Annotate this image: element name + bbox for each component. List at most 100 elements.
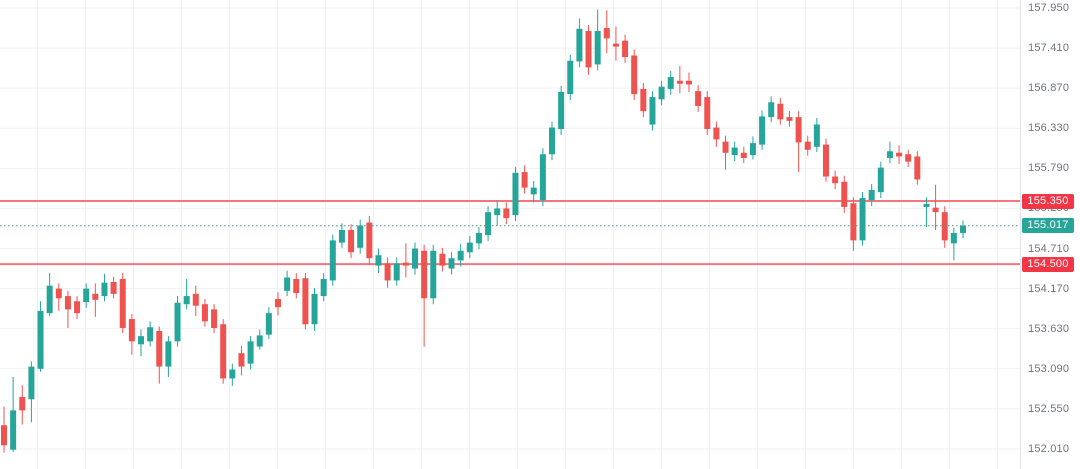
candle-body (274, 299, 281, 308)
candle (521, 165, 528, 194)
candle (366, 215, 373, 265)
candle (676, 65, 683, 94)
candle (594, 9, 601, 71)
candle-body (384, 263, 391, 281)
candle-body (841, 181, 848, 207)
candle (411, 242, 418, 275)
price-axis-tick: 157.410 (1028, 42, 1070, 55)
candle-body (165, 341, 172, 367)
candle (302, 273, 309, 330)
candle (256, 329, 263, 350)
candle-body (211, 309, 218, 328)
price-axis[interactable]: 155.350 154.500 155.017 157.950 157.410 15… (1020, 0, 1080, 469)
candle-body (430, 250, 437, 299)
candle (759, 110, 766, 150)
candle (110, 276, 117, 299)
candle-body (74, 301, 81, 314)
candle-body (46, 285, 53, 314)
candle (685, 72, 692, 92)
candle (46, 273, 53, 317)
candle-body (713, 127, 720, 140)
candle-body (375, 255, 382, 266)
candle-body (220, 324, 227, 379)
candle (585, 25, 592, 75)
candle-body (238, 353, 245, 367)
candle (247, 336, 254, 370)
candle (859, 192, 866, 246)
candle-body (585, 31, 592, 68)
candle-body (914, 156, 921, 180)
candle-body (539, 154, 546, 201)
candle-body (101, 282, 108, 297)
alert-price-badge-upper[interactable]: 155.350 (1022, 193, 1074, 209)
candle (10, 376, 17, 452)
candle (950, 227, 957, 261)
candle-body (594, 31, 601, 65)
candle-body (521, 172, 528, 188)
candle (375, 248, 382, 274)
candle (841, 175, 848, 213)
candle (494, 200, 501, 226)
candle (786, 111, 793, 127)
candle (402, 243, 409, 278)
candle (695, 85, 702, 112)
candle (539, 148, 546, 207)
candle (914, 151, 921, 185)
candle-body (749, 143, 756, 155)
candle (265, 307, 272, 340)
candle-body (201, 304, 208, 322)
candle (667, 71, 674, 95)
candle (274, 292, 281, 316)
candle (156, 326, 163, 384)
candle-body (859, 198, 866, 241)
candle-body (786, 117, 793, 121)
candle (777, 97, 784, 125)
candle-body (923, 203, 930, 207)
candle-body (302, 278, 309, 325)
candle-body (448, 258, 455, 269)
price-axis-tick: 153.630 (1028, 322, 1070, 335)
candle-body (92, 293, 99, 300)
price-axis-tick: 156.870 (1028, 82, 1070, 95)
candle (941, 206, 948, 248)
candle-body (813, 124, 820, 147)
price-axis-tick: 156.330 (1028, 122, 1070, 135)
candle-body (55, 288, 62, 299)
alert-price-badge-lower[interactable]: 154.500 (1022, 256, 1074, 272)
candle-body (329, 240, 336, 281)
candle (457, 244, 464, 267)
candle (466, 235, 473, 259)
candle (74, 296, 81, 320)
price-axis-tick: 157.950 (1028, 2, 1070, 14)
candle-body (457, 250, 464, 261)
candle-body (704, 97, 711, 130)
candle (612, 26, 619, 61)
candle-body (822, 144, 829, 177)
candle (220, 319, 227, 384)
candle-body (649, 97, 656, 125)
candle-body (229, 369, 236, 379)
candle (37, 301, 44, 372)
candle (932, 184, 939, 230)
candle (959, 220, 966, 239)
candle (101, 273, 108, 302)
candle-body (421, 250, 428, 299)
candle (713, 121, 720, 147)
candle-body (576, 28, 583, 62)
candle-body (740, 152, 747, 158)
candle (1, 406, 7, 453)
candle (877, 161, 884, 199)
candle-body (886, 151, 893, 158)
candle-body (850, 203, 857, 241)
price-axis-tick: 152.550 (1028, 402, 1070, 415)
candle (119, 273, 126, 334)
candle-body (466, 242, 473, 253)
candle (530, 180, 537, 203)
candle-body (685, 80, 692, 85)
candle (704, 91, 711, 135)
candle (147, 321, 154, 347)
candle (558, 85, 565, 135)
candle-body (640, 88, 647, 112)
